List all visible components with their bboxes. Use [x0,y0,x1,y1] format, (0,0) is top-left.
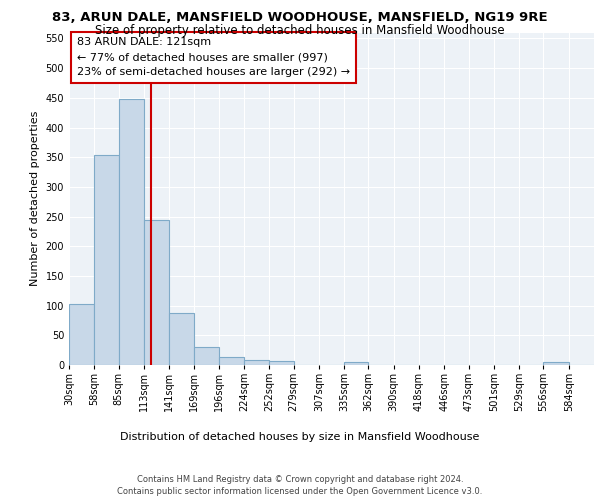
Text: Size of property relative to detached houses in Mansfield Woodhouse: Size of property relative to detached ho… [95,24,505,37]
Text: 83, ARUN DALE, MANSFIELD WOODHOUSE, MANSFIELD, NG19 9RE: 83, ARUN DALE, MANSFIELD WOODHOUSE, MANS… [52,11,548,24]
Bar [69,304,94,365]
Bar [144,220,169,365]
Text: Distribution of detached houses by size in Mansfield Woodhouse: Distribution of detached houses by size … [121,432,479,442]
Bar [94,156,119,365]
Bar [119,99,144,365]
Bar [169,313,194,365]
Bar [269,362,293,365]
Bar [194,347,219,365]
Bar [544,362,569,365]
Text: 83 ARUN DALE: 121sqm
← 77% of detached houses are smaller (997)
23% of semi-deta: 83 ARUN DALE: 121sqm ← 77% of detached h… [77,38,350,77]
Text: Contains HM Land Registry data © Crown copyright and database right 2024.
Contai: Contains HM Land Registry data © Crown c… [118,474,482,496]
Bar [219,358,244,365]
Y-axis label: Number of detached properties: Number of detached properties [30,111,40,286]
Bar [244,360,269,365]
Bar [344,362,368,365]
